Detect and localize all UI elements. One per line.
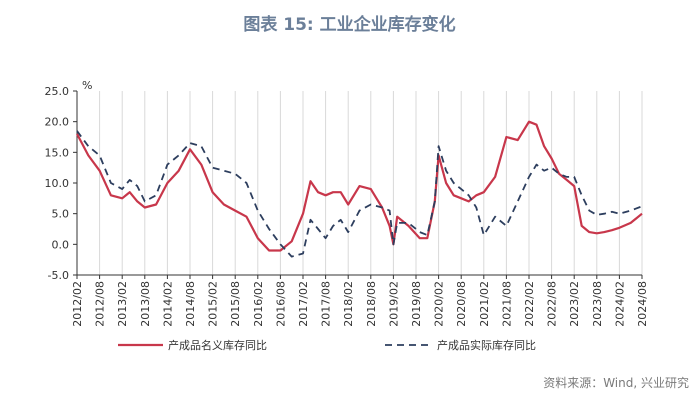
x-tick-label: 2024/08	[636, 281, 649, 327]
x-tick-label: 2018/02	[342, 281, 355, 327]
x-tick-label: 2015/08	[229, 281, 242, 327]
x-tick-label: 2020/02	[433, 281, 446, 327]
x-tick-label: 2016/02	[252, 281, 265, 327]
x-tick-label: 2013/02	[116, 281, 129, 327]
source-note: 资料来源：Wind, 兴业研究	[543, 376, 689, 390]
series	[76, 120, 643, 258]
x-tick-label: 2022/02	[523, 281, 536, 327]
chart-title: 图表 15: 工业企业库存变化	[243, 15, 456, 35]
legend-label-real: 产成品实际库存同比	[437, 338, 536, 352]
x-tick-label: 2017/02	[297, 281, 310, 327]
x-tick-label: 2012/08	[94, 281, 107, 327]
y-tick-label: -5.0	[48, 269, 69, 282]
legend-label-nominal: 产成品名义库存同比	[168, 338, 267, 352]
legend: 产成品名义库存同比 产成品实际库存同比	[118, 338, 536, 352]
y-tick-label: 20.0	[45, 116, 70, 129]
x-tick-label: 2013/08	[139, 281, 152, 327]
axes	[73, 90, 643, 279]
y-tick-label: 0.0	[52, 238, 70, 251]
x-tick-label: 2014/02	[161, 281, 174, 327]
x-tick-label: 2019/08	[410, 281, 423, 327]
x-tick-label: 2021/08	[500, 281, 513, 327]
x-tick-label: 2023/08	[591, 281, 604, 327]
x-tick-label: 2020/08	[455, 281, 468, 327]
x-tick-label: 2018/08	[365, 281, 378, 327]
y-tick-label: 5.0	[52, 208, 70, 221]
x-tick-label: 2024/02	[613, 281, 626, 327]
y-tick-label: 15.0	[45, 146, 70, 159]
x-tick-label: 2023/02	[568, 281, 581, 327]
y-unit-label: %	[82, 79, 92, 92]
x-tick-label: 2014/08	[184, 281, 197, 327]
y-tick-label: 10.0	[45, 177, 70, 190]
grid-lines	[76, 91, 643, 275]
x-tick-label: 2019/02	[387, 281, 400, 327]
series-line-real	[76, 130, 643, 258]
x-tick-labels: 2012/02 2012/08 2013/02 2013/08 2014/02 2014/…	[71, 281, 649, 327]
y-tick-labels: 25.0 20.0 15.0 10.0 5.0 0.0 -5.0	[45, 85, 70, 282]
x-tick-label: 2022/08	[546, 281, 559, 327]
y-tick-label: 25.0	[45, 85, 70, 98]
x-tick-label: 2017/08	[320, 281, 333, 327]
x-tick-label: 2015/02	[207, 281, 220, 327]
x-tick-label: 2012/02	[71, 281, 84, 327]
x-tick-label: 2021/02	[478, 281, 491, 327]
x-tick-label: 2016/08	[274, 281, 287, 327]
series-line-nominal	[76, 120, 643, 252]
